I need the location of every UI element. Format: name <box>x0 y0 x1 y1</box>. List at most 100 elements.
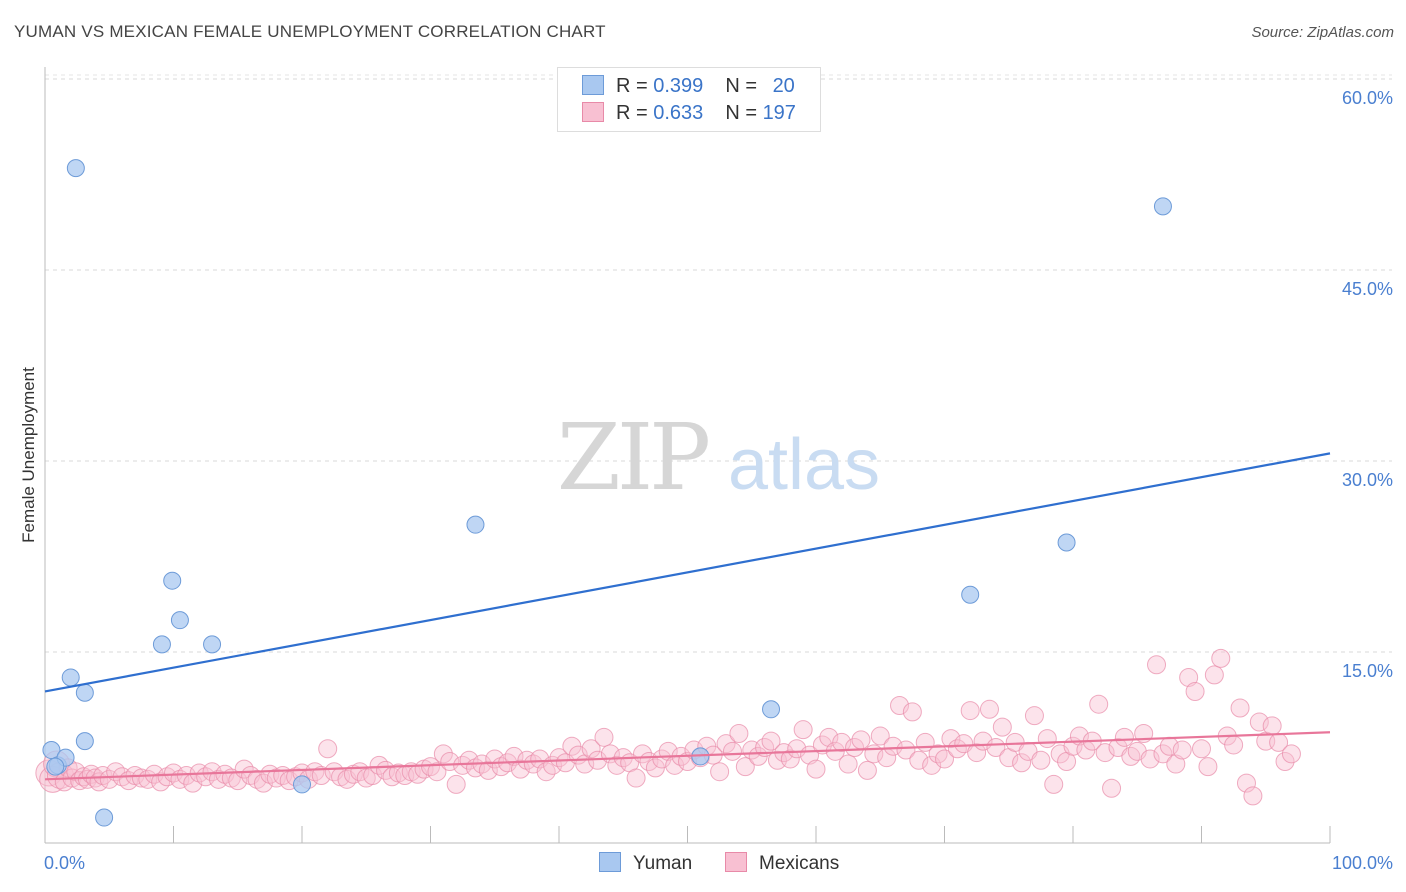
mexicans-point <box>1172 740 1192 760</box>
mexicans-point <box>626 768 646 788</box>
mexicans-point <box>1044 774 1064 794</box>
mexicans-point <box>735 757 755 777</box>
mexicans-point <box>1236 773 1256 793</box>
legend-swatch-mexicans <box>582 102 604 122</box>
yuman-points <box>42 159 1172 827</box>
watermark-zip: ZIP <box>557 404 708 511</box>
y-tick-label: 45.0% <box>1342 279 1393 299</box>
mexicans-point <box>1095 743 1115 763</box>
mexicans-point <box>941 729 961 749</box>
mexicans-point <box>318 739 338 759</box>
mexicans-point <box>1179 667 1199 687</box>
yuman-point <box>203 635 222 654</box>
mexicans-point <box>77 769 97 789</box>
axes <box>44 67 1331 844</box>
yuman-point <box>762 700 781 719</box>
y-tick-label: 15.0% <box>1342 661 1393 681</box>
mexicans-point <box>1204 665 1224 685</box>
legend-n-value: 20 <box>772 75 795 97</box>
mexicans-point <box>131 768 151 788</box>
mexicans-point <box>1114 727 1134 747</box>
mexicans-point <box>1031 750 1051 770</box>
legend-r-value: 0.633 <box>653 102 704 124</box>
legend-r-value: 0.399 <box>653 75 704 97</box>
mexicans-point <box>1037 729 1057 749</box>
mexicans-point <box>478 760 498 780</box>
mexicans-point <box>427 762 447 782</box>
bottom-legend-label-mexicans: Mexicans <box>759 853 840 874</box>
x-tick-labels: 0.0% 100.0% <box>44 853 1393 873</box>
yuman-point <box>66 159 85 178</box>
watermark-atlas: atlas <box>728 425 880 505</box>
mexicans-point <box>909 750 929 770</box>
mexicans-point <box>1089 694 1109 714</box>
yuman-point <box>95 808 114 827</box>
yuman-point <box>1153 197 1172 216</box>
mexicans-point <box>1275 752 1295 772</box>
yuman-point <box>170 611 189 630</box>
legend-n-label: N = <box>725 75 763 97</box>
mexicans-point <box>857 760 877 780</box>
mexicans-point <box>1243 786 1263 806</box>
legend-r-label: R = <box>616 102 654 124</box>
mexicans-point <box>70 771 90 791</box>
mexicans-point <box>845 738 865 757</box>
yuman-trend-line <box>44 452 1331 693</box>
mexicans-point <box>1166 754 1186 774</box>
x-tick-label: 100.0% <box>1332 853 1393 873</box>
mexicans-point <box>1224 735 1244 755</box>
y-tick-label: 30.0% <box>1342 470 1393 490</box>
mexicans-point <box>1153 744 1173 764</box>
yuman-point <box>75 683 94 702</box>
mexicans-point <box>960 701 980 721</box>
yuman-point <box>163 571 182 590</box>
mexicans-point <box>446 774 466 794</box>
yuman-point <box>961 585 980 604</box>
yuman-point <box>466 515 485 534</box>
x-tick-label: 0.0% <box>44 853 85 873</box>
mexicans-point <box>838 754 858 774</box>
yuman-point <box>1057 533 1076 552</box>
mexicans-point <box>851 730 871 750</box>
mexicans-point <box>761 731 781 751</box>
bottom-legend-mexicans: Mexicans <box>725 852 839 875</box>
mexicans-point <box>311 766 331 786</box>
mexicans-point <box>716 734 736 754</box>
mexicans-point <box>806 759 826 779</box>
mexicans-point <box>896 740 916 760</box>
yuman-point <box>75 732 94 751</box>
legend-swatch-yuman <box>582 75 604 95</box>
mexicans-point <box>902 702 922 722</box>
mexicans-point <box>832 732 852 752</box>
gridlines <box>45 74 1392 653</box>
mexicans-point <box>433 744 453 764</box>
mexicans-point <box>780 749 800 769</box>
mexicans-point <box>1192 739 1211 759</box>
mexicans-point <box>440 752 460 772</box>
mexicans-point <box>369 755 389 775</box>
mexicans-point <box>1102 778 1122 798</box>
mexicans-point <box>1211 648 1231 668</box>
mexicans-point <box>549 748 569 768</box>
yuman-point <box>46 757 65 776</box>
yuman-point <box>61 668 80 687</box>
mexicans-point <box>1024 706 1044 726</box>
mexicans-point <box>581 739 601 759</box>
mexicans-point <box>793 720 813 740</box>
mexicans-point <box>594 727 614 747</box>
legend-row-yuman: R = 0.399 N = 20 <box>582 75 795 99</box>
chart-title: YUMAN VS MEXICAN FEMALE UNEMPLOYMENT COR… <box>14 22 606 41</box>
mexicans-point <box>1147 655 1167 675</box>
mexicans-point <box>928 744 948 764</box>
y-tick-labels: 15.0% 30.0% 45.0% 60.0% <box>1342 88 1393 681</box>
mexicans-point <box>1121 746 1141 766</box>
mexicans-point <box>935 749 954 769</box>
mexicans-point <box>870 726 890 746</box>
mexicans-point <box>710 762 730 782</box>
legend-n-value: 197 <box>762 102 796 124</box>
mexicans-point <box>1185 681 1205 701</box>
mexicans-point <box>722 741 742 761</box>
yuman-point <box>152 635 171 654</box>
bottom-legend-swatch-mexicans <box>725 852 747 872</box>
